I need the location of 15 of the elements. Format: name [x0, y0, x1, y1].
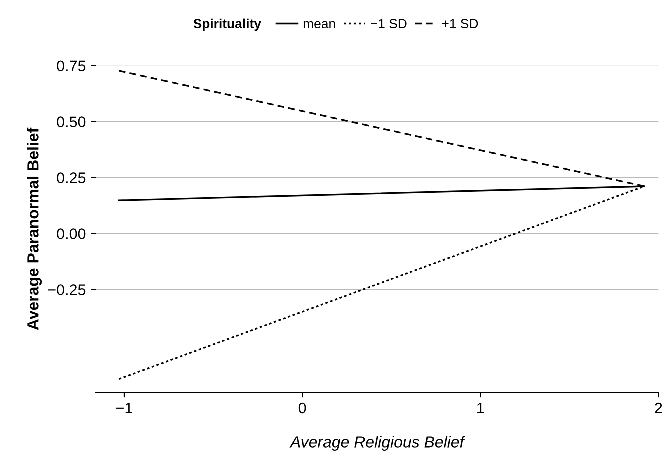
x-axis-title: Average Religious Belief	[290, 436, 466, 452]
y-axis-title: Average Paranormal Belief	[27, 128, 42, 330]
x-tick-label: 0	[298, 402, 306, 414]
legend-label: −1 SD	[371, 19, 407, 29]
y-tick-label: −0.25	[48, 284, 86, 296]
y-tick-label: 0.25	[57, 172, 86, 184]
x-tick-label: 2	[655, 402, 662, 414]
legend-title: Spirituality	[194, 18, 262, 32]
x-tick-label: −1	[116, 402, 132, 414]
y-tick-label: 0.00	[57, 228, 86, 240]
y-tick-label: 0.75	[57, 60, 86, 72]
x-tick-label: 1	[478, 402, 484, 414]
y-tick-label: 0.50	[57, 116, 86, 128]
legend-label: +1 SD	[442, 19, 478, 29]
legend-label: mean	[304, 21, 336, 29]
